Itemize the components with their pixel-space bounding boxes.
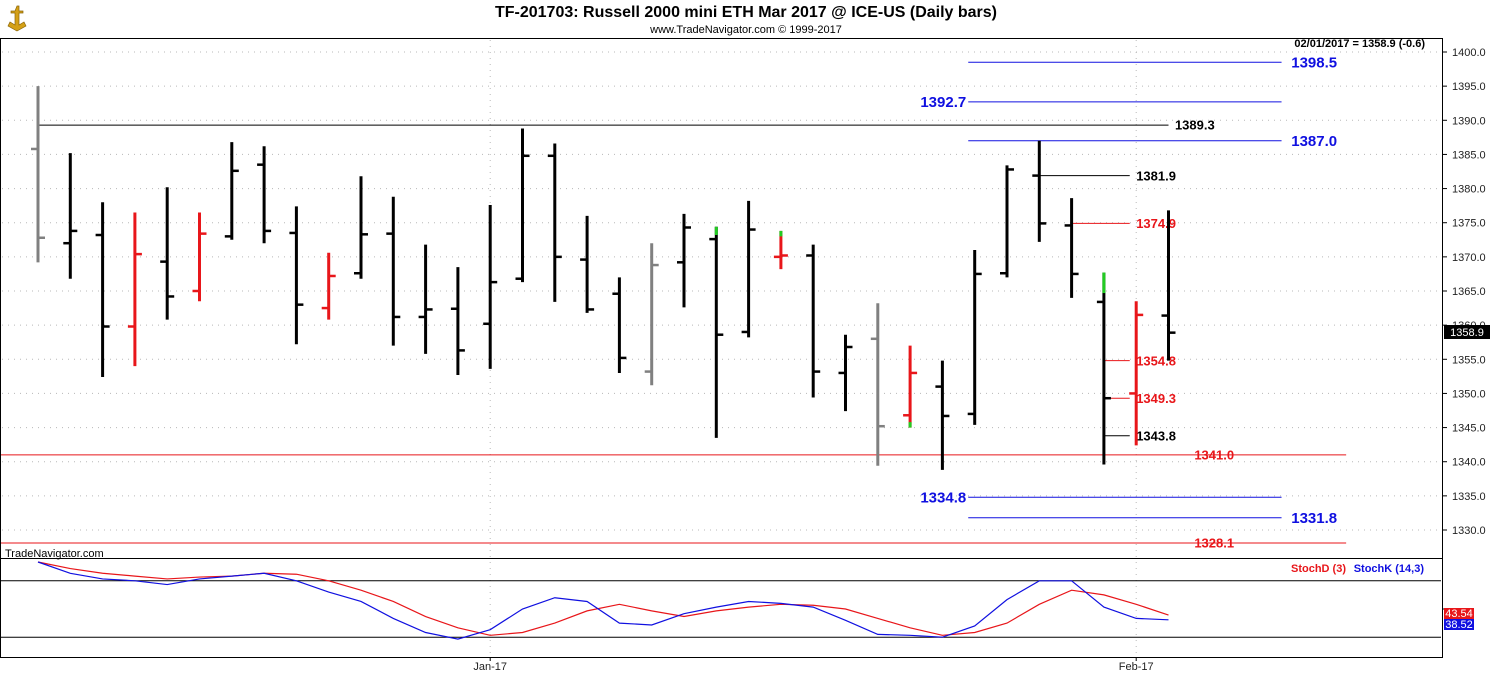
ohlc-bar	[192, 212, 207, 302]
ohlc-bar	[127, 212, 142, 367]
ohlc-bar	[63, 153, 78, 279]
ohlc-bar	[967, 250, 982, 425]
y-tick-label: 1350.0	[1452, 388, 1486, 400]
y-tick-label: 1395.0	[1452, 81, 1486, 93]
x-axis: Jan-17 Feb-17	[473, 657, 1154, 673]
y-tick-label: 1355.0	[1452, 354, 1486, 366]
svg-text:38.52: 38.52	[1445, 619, 1473, 631]
ohlc-bar	[709, 226, 724, 438]
chart-subtitle: www.TradeNavigator.com © 1999-2017	[649, 24, 842, 36]
y-tick-label: 1345.0	[1452, 423, 1486, 435]
y-tick-label: 1380.0	[1452, 184, 1486, 196]
level-label: 1389.3	[1175, 118, 1215, 133]
ohlc-bar	[257, 146, 272, 244]
level-label: 1354.8	[1136, 353, 1176, 368]
ohlc-bar	[31, 86, 45, 263]
ohlc-bar	[95, 202, 110, 378]
grid	[2, 40, 1441, 657]
stoch-d-legend: StochD (3)	[1291, 563, 1346, 575]
svg-text:1358.9: 1358.9	[1450, 327, 1484, 339]
level-label: 1328.1	[1194, 536, 1234, 551]
ohlc-bar	[1096, 272, 1111, 465]
ohlc-bar	[903, 345, 918, 428]
level-label: 1341.0	[1194, 448, 1234, 463]
ohlc-bar	[160, 187, 175, 320]
x-tick-label: Feb-17	[1119, 661, 1154, 673]
ohlc-bar	[870, 303, 885, 466]
ohlc-bar	[935, 360, 950, 470]
x-tick-label: Jan-17	[473, 661, 507, 673]
ohlc-bar	[418, 244, 433, 354]
level-label: 1387.0	[1291, 133, 1337, 150]
y-tick-label: 1390.0	[1452, 115, 1486, 127]
stochastic-panel	[1, 561, 1447, 640]
ohlc-bar	[547, 143, 562, 302]
level-label: 1331.8	[1291, 510, 1337, 527]
ohlc-bar	[741, 200, 756, 338]
y-tick-label: 1365.0	[1452, 286, 1486, 298]
price-panel	[0, 38, 1443, 559]
last-price-tag: 1358.9	[1444, 325, 1490, 339]
ohlc-bar	[386, 196, 401, 346]
level-label: 1349.3	[1136, 391, 1176, 406]
y-tick-label: 1375.0	[1452, 218, 1486, 230]
ohlc-bar	[1129, 301, 1144, 446]
ohlc-bars	[31, 86, 1176, 470]
stoch-panel	[0, 558, 1443, 658]
ohlc-bar	[1064, 198, 1079, 298]
level-label: 1374.9	[1136, 216, 1176, 231]
svg-text:43.54: 43.54	[1445, 608, 1473, 620]
logo-icon	[4, 3, 30, 33]
ohlc-bar	[1161, 210, 1176, 361]
stoch-k-tag: 38.52	[1444, 619, 1474, 631]
ohlc-bar	[224, 142, 239, 240]
ohlc-bar	[1032, 140, 1047, 242]
ohlc-bar	[354, 176, 368, 279]
y-tick-label: 1385.0	[1452, 149, 1486, 161]
ohlc-bar	[483, 204, 498, 369]
y-tick-label: 1330.0	[1452, 525, 1486, 537]
stoch-k-legend: StochK (14,3)	[1354, 563, 1425, 575]
ohlc-bar	[644, 243, 659, 386]
ohlc-bar	[838, 334, 853, 412]
ohlc-bar	[806, 244, 821, 398]
stoch-k-line	[37, 561, 1169, 640]
ohlc-bar	[515, 128, 530, 283]
level-label: 1398.5	[1291, 55, 1337, 72]
chart-title: TF-201703: Russell 2000 mini ETH Mar 201…	[495, 4, 997, 21]
levels: 1398.5 1392.7 1389.3 1387.0 1381.9 1374.9 1354…	[1, 55, 1347, 551]
ohlc-bar	[1000, 165, 1014, 278]
y-tick-label: 1335.0	[1452, 491, 1486, 503]
y-tick-label: 1370.0	[1452, 252, 1486, 264]
price-readout: 02/01/2017 = 1358.9 (-0.6)	[1294, 38, 1425, 50]
stoch-d-tag: 43.54	[1444, 608, 1474, 620]
ohlc-bar	[580, 215, 595, 313]
ohlc-bar	[773, 230, 788, 270]
level-label: 1334.8	[920, 490, 966, 507]
ohlc-bar	[612, 277, 627, 373]
ohlc-bar	[321, 252, 336, 320]
ohlc-bar	[289, 206, 304, 345]
ohlc-bar	[450, 267, 465, 375]
level-label: 1381.9	[1136, 168, 1176, 183]
y-tick-label: 1400.0	[1452, 47, 1486, 59]
level-label: 1343.8	[1136, 428, 1176, 443]
ohlc-bar	[677, 213, 691, 308]
y-axis: 1330.01335.01340.01345.01350.01355.01360…	[1442, 47, 1486, 537]
y-tick-label: 1340.0	[1452, 457, 1486, 469]
level-label: 1392.7	[920, 94, 966, 111]
watermark: TradeNavigator.com	[5, 548, 104, 560]
